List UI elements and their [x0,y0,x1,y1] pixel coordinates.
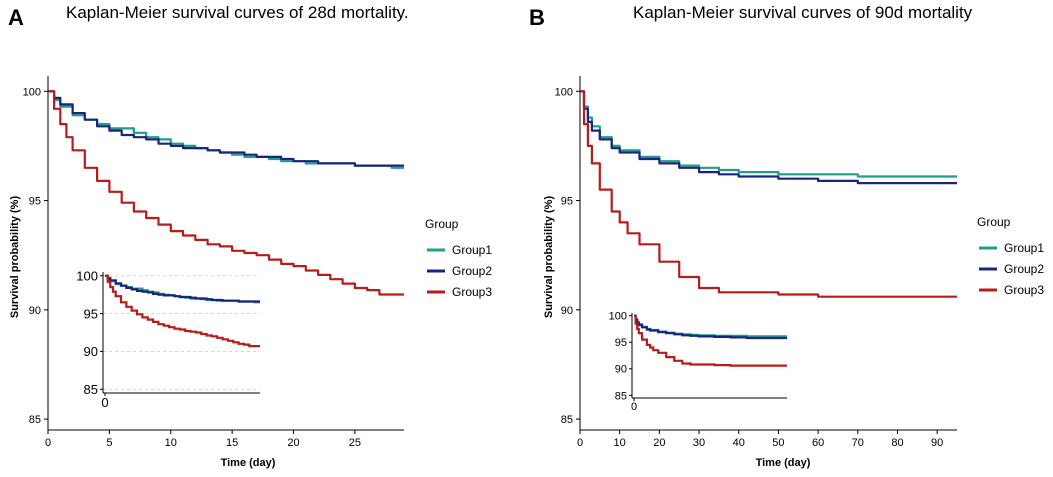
y-tick-label-b: 85 [561,414,573,426]
inset-background-a [103,272,260,393]
x-axis-label-a: Time (day) [221,457,276,469]
inset-x-tick-label-b: 0 [631,401,637,413]
legend-label-group1-b: Group1 [1004,241,1044,255]
legend-a: Group Group1 Group2 Group3 [425,217,492,299]
panel-a: A Kaplan-Meier survival curves of 28d mo… [8,3,492,469]
x-tick-label-b: 70 [852,437,864,449]
inset-series-line-group2-b [634,314,787,340]
y-tick-label-a: 100 [23,86,41,98]
x-tick-label-b: 90 [931,437,943,449]
series-line-group2-b [580,90,957,185]
inset-y-tick-label-b: 90 [615,364,627,376]
x-tick-label-a: 0 [45,437,51,449]
x-tick-label-a: 15 [226,437,238,449]
inset-x-tick-label-a: 0 [101,395,108,410]
plot-area-b: 85 90 95 100 0 10 20 30 40 50 60 70 80 90 [555,76,957,449]
y-tick-label-b: 95 [561,196,573,208]
x-tick-label-a: 25 [349,437,361,449]
inset-series-line-group3-a [105,274,260,348]
x-tick-label-b: 50 [772,437,784,449]
x-axis-label-b: Time (day) [756,457,811,469]
x-tick-label-a: 10 [165,437,177,449]
x-tick-label-b: 20 [653,437,665,449]
series-line-group3-b [580,90,957,298]
x-tick-label-b: 0 [577,437,583,449]
y-tick-label-a: 85 [29,414,41,426]
legend-label-group1-a: Group1 [452,243,492,257]
inset-y-tick-label-a: 95 [84,306,98,321]
y-tick-label-a: 95 [29,196,41,208]
plot-area-a: 85 90 95 100 0 5 10 15 20 25 [23,76,404,449]
inset-background-b [632,313,787,398]
series-line-group3-a [48,90,404,296]
legend-title-a: Group [425,217,459,231]
inset-y-tick-label-a: 90 [84,344,98,359]
x-tick-label-a: 20 [287,437,299,449]
y-tick-label-b: 100 [555,86,573,98]
chart-title-a: Kaplan-Meier survival curves of 28d mort… [66,3,409,22]
series-line-group1-a [48,90,404,169]
inset-series-line-group2-a [105,274,260,303]
series-line-group2-a [48,90,404,167]
legend-title-b: Group [977,215,1011,229]
panel-b: B Kaplan-Meier survival curves of 90d mo… [529,3,1044,469]
y-tick-label-b: 90 [561,305,573,317]
inset-y-tick-label-b: 95 [615,337,627,349]
legend-label-group3-b: Group3 [1004,283,1044,297]
legend-label-group3-a: Group3 [452,285,492,299]
panel-label-a: A [8,5,24,30]
x-tick-label-b: 60 [812,437,824,449]
inset-plot-a: 85 90 95 100 0 [76,268,260,410]
legend-b: Group Group1 Group2 Group3 [977,215,1044,297]
x-tick-label-b: 80 [891,437,903,449]
panel-label-b: B [529,5,545,30]
x-tick-label-b: 40 [733,437,745,449]
legend-label-group2-b: Group2 [1004,262,1044,276]
inset-y-tick-label-b: 85 [615,390,627,402]
y-axis-label-b: Survival probability (%) [543,196,555,319]
x-tick-label-b: 30 [693,437,705,449]
inset-y-tick-label-a: 85 [84,382,98,397]
legend-label-group2-a: Group2 [452,264,492,278]
x-tick-label-a: 5 [106,437,112,449]
y-tick-label-a: 90 [29,305,41,317]
chart-title-b: Kaplan-Meier survival curves of 90d mort… [633,3,973,22]
inset-y-tick-label-b: 100 [609,311,627,323]
y-axis-label-a: Survival probability (%) [9,196,21,319]
inset-series-line-group3-b [634,314,787,367]
inset-y-tick-label-a: 100 [76,268,98,283]
series-line-group1-b [580,90,957,178]
x-tick-label-b: 10 [614,437,626,449]
inset-plot-b: 85 90 95 100 0 [609,311,787,413]
